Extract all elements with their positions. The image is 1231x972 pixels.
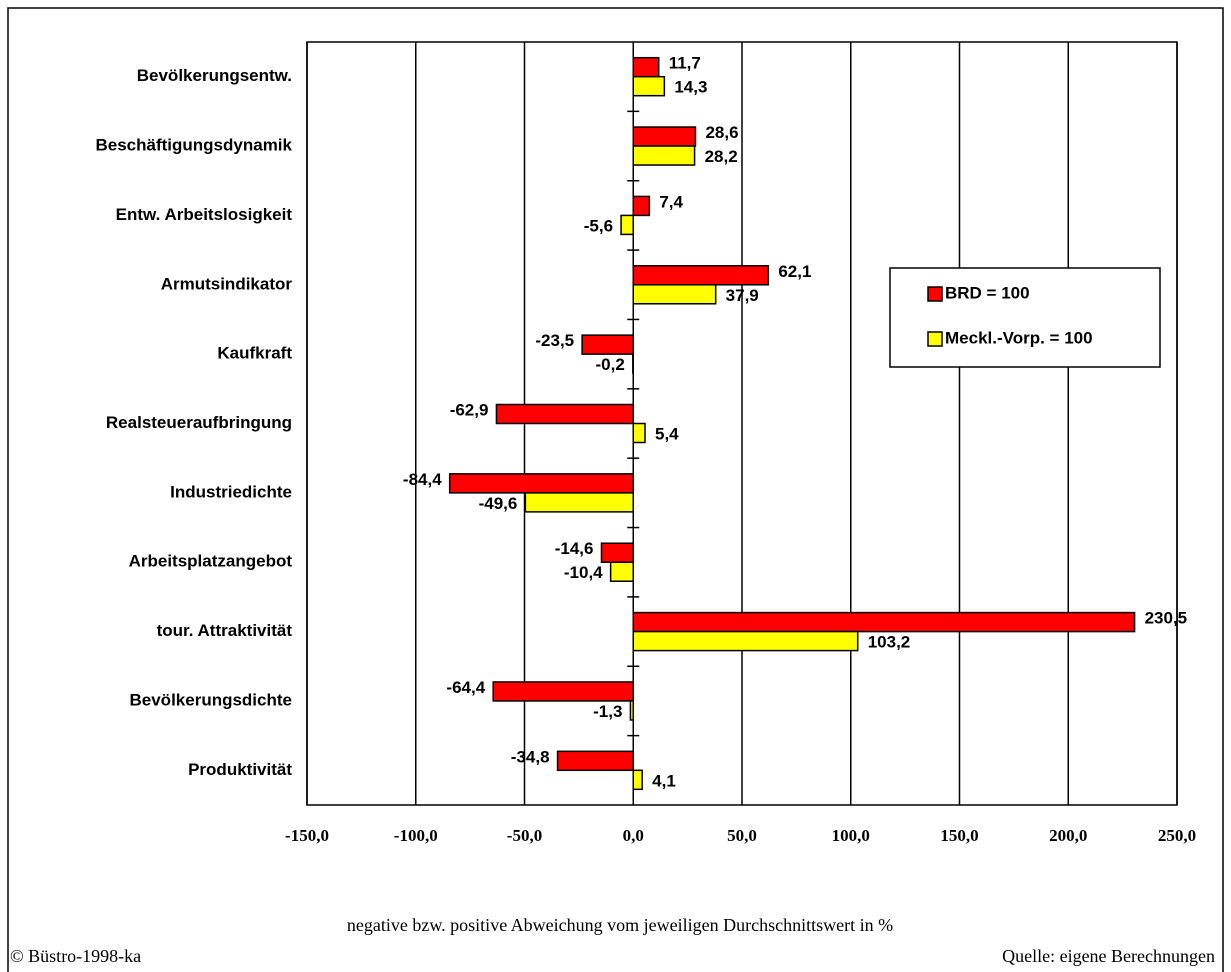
bar — [620, 214, 635, 236]
value-label: -23,5 — [535, 331, 574, 350]
value-label: -0,2 — [596, 355, 625, 374]
value-label: 5,4 — [655, 424, 679, 443]
value-label: 28,2 — [705, 147, 738, 166]
bar — [600, 542, 634, 563]
y-tick-label: Bevölkerungsentw. — [137, 66, 292, 85]
value-label: -34,8 — [511, 747, 550, 766]
value-label: -10,4 — [564, 563, 603, 582]
y-tick-label: Produktivität — [188, 760, 292, 779]
bar — [632, 126, 697, 147]
plot-border — [306, 41, 1178, 806]
value-label: 230,5 — [1145, 609, 1188, 628]
legend-swatch — [927, 331, 943, 347]
value-label: -84,4 — [403, 470, 442, 489]
y-tick-label: Beschäftigungsdynamik — [96, 136, 293, 155]
x-tick-label: 150,0 — [940, 826, 978, 845]
value-label: 11,7 — [669, 54, 701, 73]
bar — [632, 769, 643, 791]
bar — [632, 56, 660, 78]
bar — [632, 145, 696, 166]
value-label: -1,3 — [593, 702, 622, 721]
value-label: 37,9 — [726, 286, 759, 305]
x-tick-label: 200,0 — [1049, 826, 1087, 845]
legend-box — [889, 267, 1161, 368]
y-tick-label: Entw. Arbeitslosigkeit — [116, 205, 293, 224]
legend-swatch — [927, 286, 943, 302]
footer-right: Quelle: eigene Berechnungen — [1002, 946, 1215, 966]
value-label: -64,4 — [446, 678, 485, 697]
legend-label: Meckl.-Vorp. = 100 — [945, 328, 1093, 347]
x-tick-label: -150,0 — [285, 826, 329, 845]
value-label: 14,3 — [674, 78, 707, 97]
value-label: 103,2 — [868, 633, 911, 652]
bar — [632, 195, 651, 217]
frame — [7, 7, 1224, 972]
y-tick-label: Arbeitsplatzangebot — [129, 552, 293, 571]
x-tick-label: 50,0 — [727, 826, 757, 845]
y-tick-label: Realsteueraufbringung — [106, 413, 292, 432]
y-tick-label: Armutsindikator — [161, 274, 293, 293]
bar — [609, 561, 635, 582]
value-label: -49,6 — [479, 494, 518, 513]
value-label: 62,1 — [778, 262, 811, 281]
bar — [632, 630, 859, 652]
bar — [524, 492, 634, 513]
x-tick-label: 0,0 — [623, 826, 644, 845]
value-label: 7,4 — [659, 192, 683, 211]
x-axis-label: negative bzw. positive Abweichung vom je… — [347, 915, 893, 935]
x-tick-label: 250,0 — [1158, 826, 1196, 845]
x-tick-label: 100,0 — [832, 826, 870, 845]
value-label: -62,9 — [450, 400, 489, 419]
legend-label: BRD = 100 — [945, 283, 1030, 302]
bar — [632, 284, 717, 305]
bar — [448, 473, 634, 494]
bar — [632, 422, 646, 444]
y-tick-label: Kaufkraft — [217, 344, 292, 363]
value-label: -5,6 — [584, 216, 613, 235]
bar — [632, 265, 770, 286]
bar — [632, 611, 1136, 633]
y-tick-label: Industriedichte — [170, 482, 292, 501]
value-label: -14,6 — [555, 539, 594, 558]
y-tick-label: tour. Attraktivität — [157, 621, 293, 640]
bar — [495, 403, 634, 425]
bar — [632, 75, 666, 97]
x-tick-label: -50,0 — [507, 826, 542, 845]
value-label: 28,6 — [705, 123, 738, 142]
x-tick-label: -100,0 — [394, 826, 438, 845]
value-label: 4,1 — [652, 771, 676, 790]
bar — [556, 750, 634, 772]
bar — [492, 681, 634, 702]
footer-left: © Büstro-1998-ka — [10, 946, 141, 966]
bar — [581, 334, 635, 355]
y-tick-label: Bevölkerungsdichte — [130, 690, 293, 709]
